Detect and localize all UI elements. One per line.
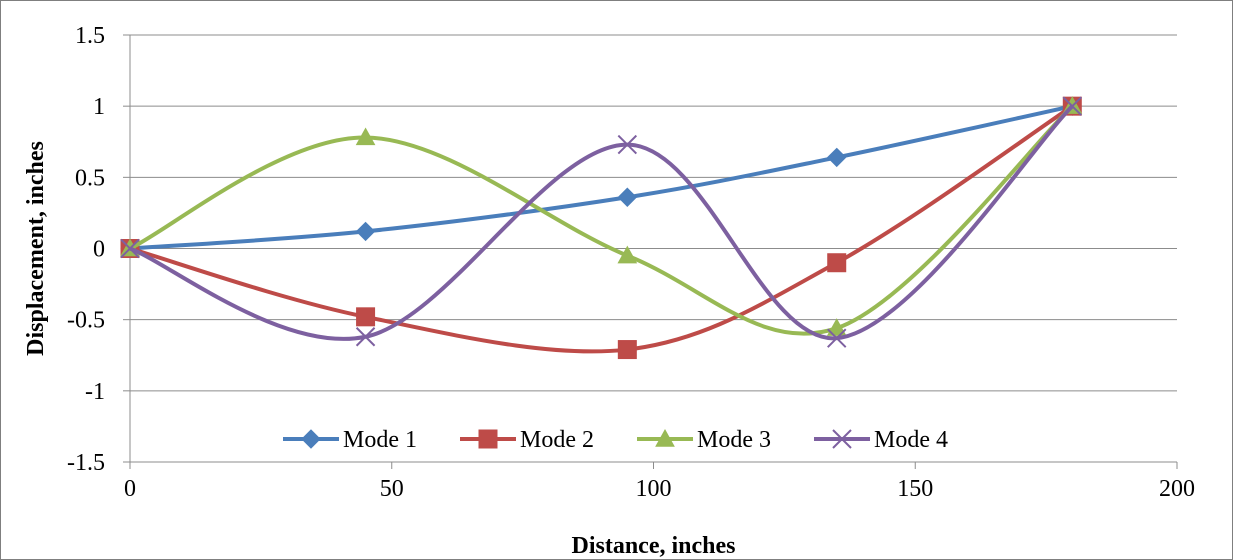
x-tick-label: 100 <box>636 476 672 502</box>
legend-marker <box>301 429 321 449</box>
y-axis-title: Displacement, inches <box>23 141 49 356</box>
legend: Mode 1 Mode 2 Mode 3 Mode 4 <box>283 427 948 453</box>
legend-marker <box>832 429 852 449</box>
data-point <box>827 147 847 168</box>
x-tick-label: 0 <box>124 476 136 502</box>
series-line <box>129 104 1074 341</box>
data-point <box>355 221 376 242</box>
legend-item: Mode 4 <box>814 427 948 453</box>
x-axis-title: Distance, inches <box>572 533 736 559</box>
legend-item: Mode 1 <box>283 427 417 453</box>
legend-label: Mode 2 <box>520 427 594 453</box>
data-point <box>827 328 847 348</box>
data-point <box>617 187 638 207</box>
y-tick-label: 0.5 <box>75 165 105 191</box>
x-tick-label: 150 <box>897 476 933 502</box>
legend-label: Mode 4 <box>874 427 948 453</box>
data-point <box>355 127 376 146</box>
data-point <box>355 327 376 347</box>
legend-marker <box>478 429 498 449</box>
data-point <box>356 307 376 327</box>
x-tick-label: 50 <box>380 476 404 502</box>
y-tick-label: -0.5 <box>67 308 105 334</box>
y-tick-label: -1 <box>85 379 105 405</box>
series-line <box>129 104 1074 354</box>
legend-item: Mode 3 <box>637 427 771 453</box>
y-tick-label: 1 <box>93 94 105 120</box>
x-tick-label: 200 <box>1159 476 1195 502</box>
y-tick-label: 1.5 <box>75 23 105 49</box>
gridlines <box>130 34 1177 463</box>
data-point <box>1062 96 1083 116</box>
legend-label: Mode 1 <box>343 427 417 453</box>
series-4 <box>120 96 1083 348</box>
y-tick-label: 0 <box>93 237 105 263</box>
y-tick-label: -1.5 <box>67 450 105 476</box>
series-line <box>129 104 1074 336</box>
legend-item: Mode 2 <box>460 427 594 453</box>
data-point <box>120 238 140 259</box>
data-point <box>617 134 638 155</box>
legend-marker <box>655 428 675 447</box>
legend-label: Mode 3 <box>697 427 771 453</box>
series-3 <box>120 96 1083 336</box>
data-point <box>617 245 638 264</box>
data-point <box>617 340 637 360</box>
data-point <box>827 253 847 273</box>
data-point <box>826 318 847 336</box>
